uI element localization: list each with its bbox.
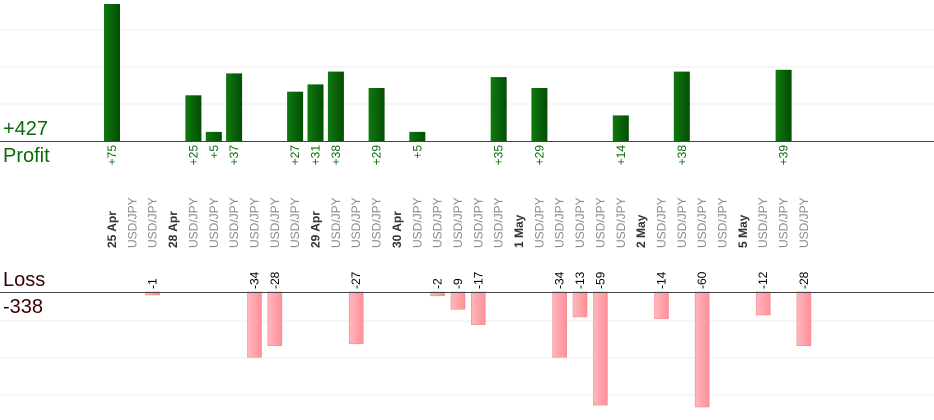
category-tick-label: USD/JPY — [532, 197, 546, 248]
profit-data-label: +37 — [227, 145, 241, 166]
profit-data-label: +5 — [410, 145, 424, 159]
loss-bar — [450, 291, 466, 310]
profit-data-label: +38 — [675, 145, 689, 166]
loss-bar — [796, 291, 812, 347]
date-tick-label: 2 May — [634, 214, 648, 248]
loss-data-label: -2 — [431, 278, 445, 289]
category-tick-label: USD/JPY — [146, 197, 160, 248]
category-tick-label: USD/JPY — [431, 197, 445, 248]
bars — [104, 4, 812, 408]
profit-data-label: +39 — [777, 145, 791, 166]
loss-bar — [593, 291, 608, 406]
loss-bar — [572, 291, 588, 318]
category-tick-label: USD/JPY — [288, 197, 302, 248]
category-tick-label: USD/JPY — [248, 197, 262, 248]
date-tick-label: 30 Apr — [390, 211, 404, 248]
loss-data-label: -9 — [451, 278, 465, 289]
profit-bar — [368, 88, 385, 141]
category-tick-label: USD/JPY — [695, 197, 709, 248]
category-tick-label: USD/JPY — [756, 197, 770, 248]
labels: 25 Apr +75 USD/JPY USD/JPY -1 28 Apr USD/JPY +2… — [105, 145, 811, 289]
profit-label: Profit — [3, 145, 50, 167]
profit-bar — [531, 88, 548, 141]
loss-bar — [654, 291, 669, 320]
category-tick-label: USD/JPY — [777, 197, 791, 248]
loss-data-label: -17 — [471, 271, 485, 289]
category-tick-label: USD/JPY — [451, 197, 465, 248]
profit-bar — [185, 95, 202, 141]
profit-bar — [287, 91, 304, 141]
loss-bar — [247, 291, 262, 358]
date-tick-label: 5 May — [736, 214, 750, 248]
date-tick-label: 28 Apr — [166, 211, 180, 248]
profit-bar — [327, 71, 344, 141]
loss-bar — [552, 291, 568, 358]
grid-lines — [0, 29, 934, 396]
loss-bar — [348, 291, 364, 345]
loss-data-label: -34 — [248, 271, 262, 289]
profit-data-label: +31 — [309, 145, 323, 166]
loss-data-label: -14 — [655, 271, 669, 289]
profit-bar — [612, 115, 629, 141]
loss-data-label: -28 — [268, 271, 282, 289]
category-tick-label: USD/JPY — [797, 197, 811, 248]
loss-data-label: -34 — [553, 271, 567, 289]
profit-data-label: +29 — [532, 145, 546, 166]
category-tick-label: USD/JPY — [227, 197, 241, 248]
profit-data-label: +25 — [186, 145, 200, 166]
profit-data-label: +75 — [105, 145, 119, 166]
loss-bar — [267, 291, 283, 347]
date-tick-label: 25 Apr — [105, 211, 119, 248]
loss-data-label: -27 — [349, 271, 363, 289]
category-tick-label: USD/JPY — [349, 197, 363, 248]
loss-data-label: -13 — [573, 271, 587, 289]
date-tick-label: 1 May — [512, 214, 526, 248]
loss-bar — [755, 291, 771, 316]
category-tick-label: USD/JPY — [492, 197, 506, 248]
category-tick-label: USD/JPY — [186, 197, 200, 248]
profit-data-label: +35 — [492, 145, 506, 166]
category-tick-label: USD/JPY — [593, 197, 607, 248]
date-tick-label: 29 Apr — [309, 211, 323, 248]
category-tick-label: USD/JPY — [655, 197, 669, 248]
profit-bar — [673, 71, 690, 141]
category-tick-label: USD/JPY — [573, 197, 587, 248]
profit-data-label: +38 — [329, 145, 343, 166]
profit-bar — [775, 69, 792, 141]
category-tick-label: USD/JPY — [410, 197, 424, 248]
profit-bar — [205, 131, 222, 141]
category-tick-label: USD/JPY — [614, 197, 628, 248]
axes — [0, 141, 934, 293]
loss-data-label: -60 — [695, 271, 709, 289]
category-tick-label: USD/JPY — [268, 197, 282, 248]
profit-bar — [490, 77, 507, 141]
profit-bar — [104, 4, 120, 141]
profit-bar — [307, 84, 324, 141]
loss-data-label: -1 — [146, 278, 160, 289]
loss-data-label: -59 — [593, 271, 607, 289]
category-tick-label: USD/JPY — [716, 197, 730, 248]
category-tick-label: USD/JPY — [329, 197, 343, 248]
loss-total: -338 — [3, 296, 44, 318]
category-tick-label: USD/JPY — [207, 197, 221, 248]
category-tick-label: USD/JPY — [675, 197, 689, 248]
profit-data-label: +5 — [207, 145, 221, 159]
loss-data-label: -12 — [756, 271, 770, 289]
category-tick-label: USD/JPY — [471, 197, 485, 248]
loss-label: Loss — [3, 269, 46, 291]
profit-data-label: +14 — [614, 145, 628, 166]
category-tick-label: USD/JPY — [553, 197, 567, 248]
loss-bar — [694, 291, 710, 408]
profit-total: +427 — [3, 118, 49, 140]
category-tick-label: USD/JPY — [370, 197, 384, 248]
profit-data-label: +27 — [288, 145, 302, 166]
category-tick-label: USD/JPY — [125, 197, 139, 248]
profit-data-label: +29 — [370, 145, 384, 166]
loss-bar — [470, 291, 486, 325]
profit-bar — [409, 131, 426, 141]
profit-bar — [226, 73, 243, 141]
loss-data-label: -28 — [797, 271, 811, 289]
